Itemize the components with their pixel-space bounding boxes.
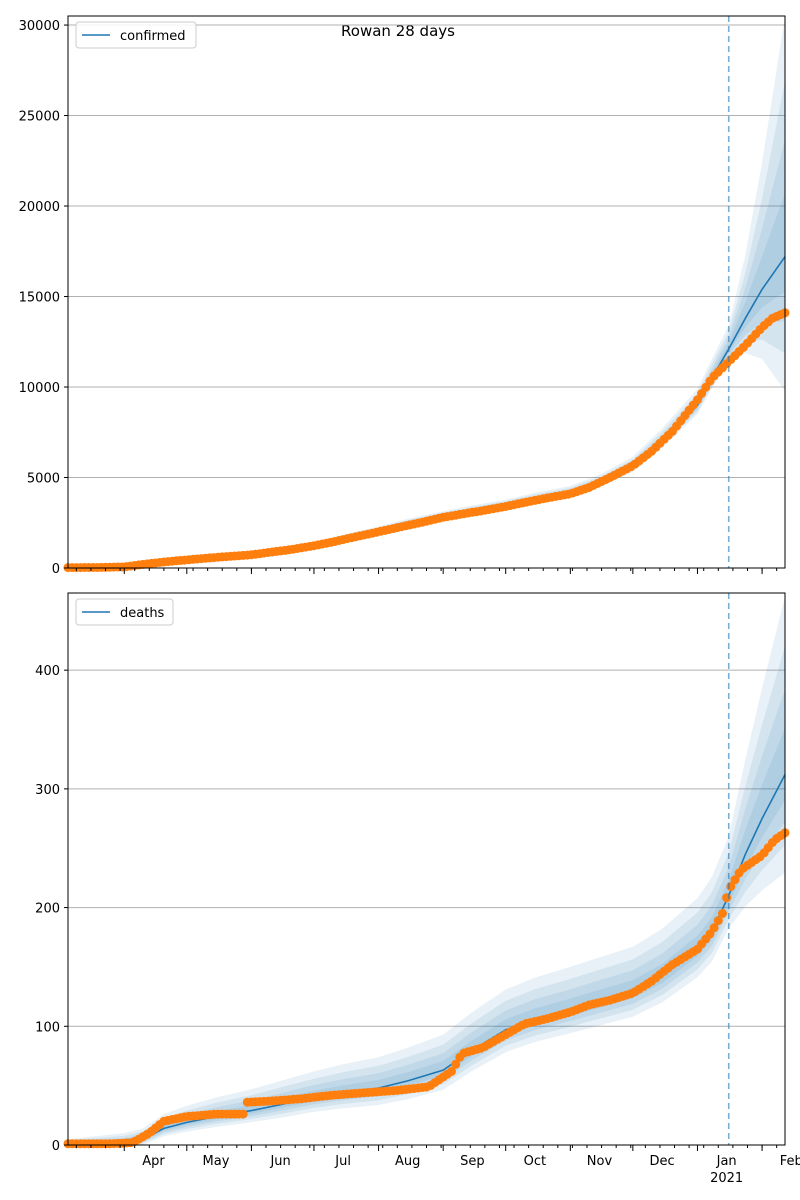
- y-tick-label: 300: [35, 783, 60, 798]
- confidence-band: [68, 16, 785, 568]
- x-tick-label: Apr: [142, 1154, 165, 1169]
- y-tick-label: 10000: [19, 381, 60, 396]
- observed-point: [709, 923, 719, 933]
- legend: confirmed: [75, 21, 197, 49]
- observed-point: [718, 909, 727, 918]
- x-tick-label: Aug: [395, 1154, 420, 1169]
- observed-point: [451, 1059, 461, 1069]
- chart-title: Rowan 28 days: [341, 22, 455, 40]
- x-tick-label: Jul: [334, 1154, 351, 1169]
- y-tick-label: 200: [35, 902, 60, 917]
- y-tick-label: 0: [52, 1139, 60, 1154]
- x-tick-label: Jan: [716, 1154, 737, 1169]
- confidence-band: [68, 139, 785, 568]
- y-tick-label: 5000: [27, 472, 60, 487]
- observed-point: [238, 1109, 248, 1119]
- axes-frame: [67, 15, 786, 569]
- observed-point: [713, 916, 723, 926]
- observed-point: [447, 1066, 456, 1076]
- x-tick-label: Feb: [780, 1154, 800, 1169]
- y-tick-label: 25000: [19, 110, 60, 125]
- x-tick-label: Jun: [269, 1154, 290, 1169]
- x-year-label: 2021: [710, 1171, 743, 1186]
- observed-point: [730, 875, 740, 885]
- legend-box: [75, 21, 197, 49]
- legend-box: [75, 598, 174, 626]
- confidence-band: [68, 596, 785, 1145]
- y-tick-label: 0: [52, 562, 60, 577]
- observed-point: [722, 893, 732, 903]
- y-tick-label: 30000: [19, 19, 60, 34]
- confidence-band: [68, 80, 785, 568]
- x-tick-label: Oct: [524, 1154, 546, 1169]
- y-tick-label: 20000: [19, 200, 60, 215]
- deaths-panel: 0 100 200 300 400 Apr May Jun Jul Aug Sep Oct Nov Dec…: [35, 592, 800, 1186]
- x-tick-label: Dec: [649, 1154, 674, 1169]
- y-tick-label: 100: [35, 1020, 60, 1035]
- confidence-band: [68, 193, 785, 568]
- confirmed-panel: 0 5000 10000 15000 20000 25000 30000 confirmed: [19, 15, 790, 577]
- legend-label: deaths: [120, 606, 165, 621]
- legend-label: confirmed: [120, 29, 186, 44]
- y-tick-label: 15000: [19, 291, 60, 306]
- y-tick-label: 400: [35, 664, 60, 679]
- x-tick-label: Nov: [587, 1154, 613, 1169]
- x-tick-label: May: [203, 1154, 230, 1169]
- legend: deaths: [75, 598, 174, 626]
- x-tick-label: Sep: [460, 1154, 485, 1169]
